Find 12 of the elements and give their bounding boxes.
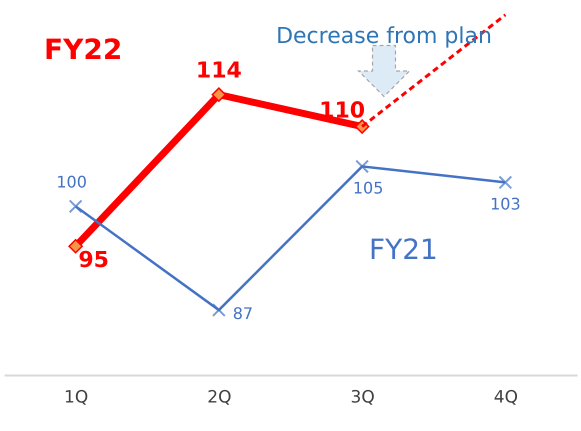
x-tick-label: 1Q <box>64 388 88 408</box>
text: FY22 <box>44 33 122 66</box>
data-label: 87 <box>232 304 254 324</box>
x-tick-label: 2Q <box>207 388 232 408</box>
data-label: 103 <box>490 194 521 214</box>
data-label: 105 <box>352 178 384 198</box>
data-label: 114 <box>196 58 242 84</box>
data-label: 95 <box>78 248 109 274</box>
data-label: 100 <box>56 172 87 192</box>
series-label: FY21 <box>369 233 438 266</box>
x-tick-label: 4Q <box>494 388 518 408</box>
x-tick-label: 3Q <box>350 388 375 408</box>
